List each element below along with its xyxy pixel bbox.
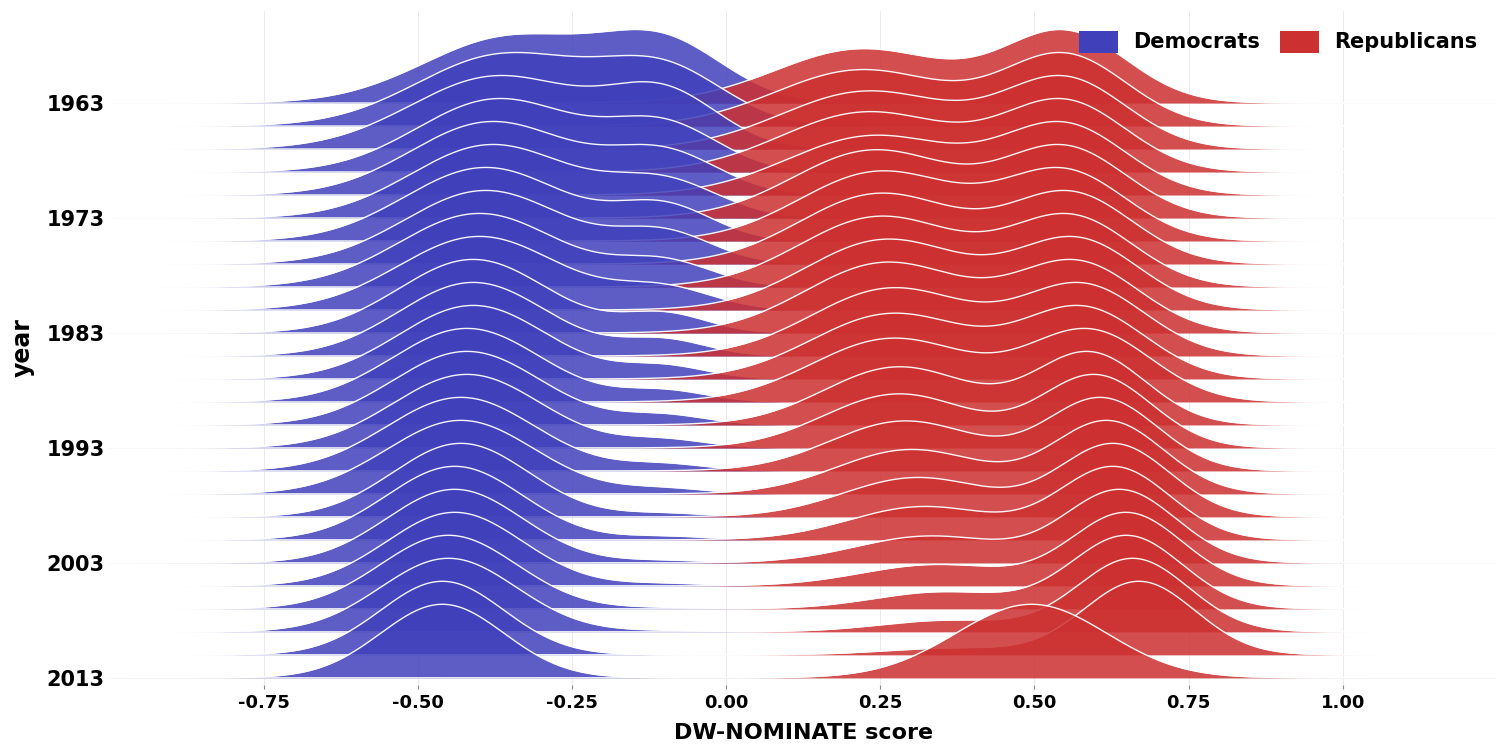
X-axis label: DW-NOMINATE score: DW-NOMINATE score <box>674 723 932 743</box>
Y-axis label: year: year <box>11 318 35 377</box>
Legend: Democrats, Republicans: Democrats, Republicans <box>1069 21 1487 63</box>
